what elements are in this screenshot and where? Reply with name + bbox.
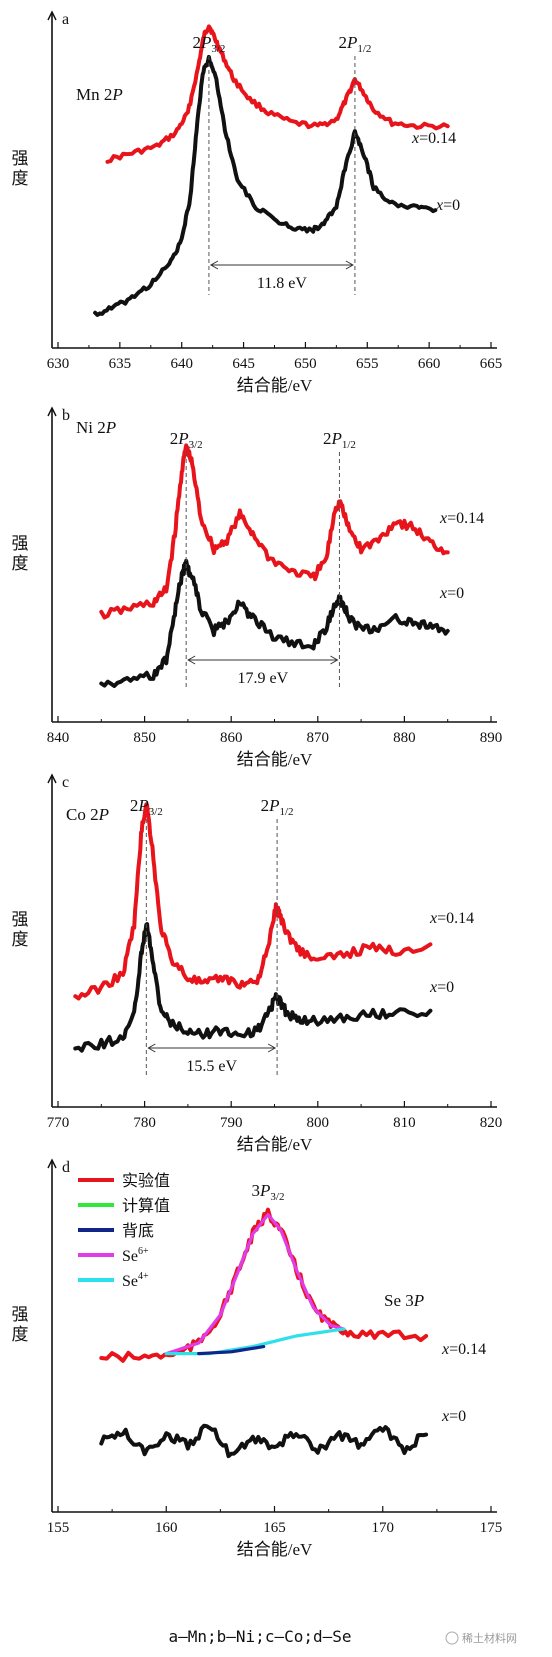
series-x-0-14 bbox=[73, 802, 433, 1001]
panel-letter: c bbox=[62, 774, 69, 791]
arrow-head bbox=[267, 1043, 277, 1053]
series-label: x=0.14 bbox=[429, 910, 474, 927]
panel-letter: a bbox=[62, 11, 69, 28]
element-label: Co 2P bbox=[66, 805, 109, 824]
series-label: x=0.14 bbox=[441, 1341, 486, 1358]
x-tick-label: 850 bbox=[133, 730, 156, 746]
x-tick-label: 155 bbox=[47, 1520, 70, 1536]
panel-letter: b bbox=[62, 407, 70, 424]
peak-label: 2P1/2 bbox=[261, 796, 294, 818]
separation-label: 17.9 eV bbox=[237, 670, 288, 687]
element-label: Se 3P bbox=[384, 1291, 424, 1310]
x-tick-label: 860 bbox=[220, 730, 243, 746]
x-axis-label: 结合能/eV bbox=[237, 750, 313, 769]
legend-label: Se6+ bbox=[122, 1246, 149, 1265]
y-axis-arrow bbox=[47, 406, 57, 417]
x-tick-label: 660 bbox=[418, 356, 441, 372]
series-label: x=0 bbox=[435, 197, 460, 214]
x-tick-label: 880 bbox=[393, 730, 416, 746]
watermark-icon bbox=[445, 1631, 459, 1645]
arrow-head bbox=[209, 260, 219, 270]
x-tick-label: 630 bbox=[47, 356, 70, 372]
x-axis-label: 结合能/eV bbox=[237, 1540, 313, 1559]
series-x-0 bbox=[99, 1423, 429, 1459]
series-x-0 bbox=[93, 54, 438, 317]
series-Se6- bbox=[164, 1212, 346, 1356]
y-axis-label: 强度 bbox=[12, 534, 29, 573]
x-tick-label: 790 bbox=[220, 1115, 243, 1131]
x-axis-label: 结合能/eV bbox=[237, 376, 313, 395]
y-axis-arrow bbox=[47, 1158, 57, 1169]
element-label: Ni 2P bbox=[76, 418, 116, 437]
separation-label: 11.8 eV bbox=[257, 275, 308, 292]
x-tick-label: 890 bbox=[480, 730, 503, 746]
x-tick-label: 840 bbox=[47, 730, 70, 746]
series-label: x=0.14 bbox=[411, 130, 456, 147]
watermark: 稀土材料网 bbox=[462, 1631, 517, 1645]
x-tick-label: 870 bbox=[307, 730, 330, 746]
series-label: x=0.14 bbox=[439, 510, 484, 527]
x-tick-label: 175 bbox=[480, 1520, 503, 1536]
series-label: x=0 bbox=[439, 585, 464, 602]
series-x-0 bbox=[73, 922, 433, 1053]
y-axis-label: 强度 bbox=[12, 1305, 29, 1344]
peak-label: 2P3/2 bbox=[192, 33, 225, 55]
series-x-0-14 bbox=[105, 24, 450, 164]
peak-label: 2P3/2 bbox=[130, 796, 163, 818]
x-tick-label: 820 bbox=[480, 1115, 503, 1131]
series-x-0-14 bbox=[99, 443, 450, 620]
panel-c: 770 780 790 800 810 820 结合能/eV 强度 c Co 2P x=0.14 x=… bbox=[12, 773, 503, 1154]
x-tick-label: 810 bbox=[393, 1115, 416, 1131]
panel-b: 840 850 860 870 880 890 结合能/eV 强度 b Ni 2P x=0.14 x=… bbox=[12, 406, 503, 769]
legend-label: 实验值 bbox=[122, 1172, 170, 1190]
legend-label: 计算值 bbox=[122, 1196, 170, 1215]
x-tick-label: 770 bbox=[47, 1115, 70, 1131]
peak-label: 2P3/2 bbox=[170, 429, 203, 451]
panel-letter: d bbox=[62, 1159, 70, 1176]
x-tick-label: 800 bbox=[307, 1115, 330, 1131]
y-axis-arrow bbox=[47, 10, 57, 21]
separation-label: 15.5 eV bbox=[186, 1058, 237, 1075]
x-tick-label: 780 bbox=[133, 1115, 156, 1131]
x-tick-label: 170 bbox=[372, 1520, 395, 1536]
element-label: Mn 2P bbox=[76, 85, 123, 104]
legend-label: Se4+ bbox=[122, 1271, 149, 1290]
peak-label: 2P1/2 bbox=[323, 429, 356, 451]
peak-label: 2P1/2 bbox=[338, 33, 371, 55]
figure-caption: a—Mn;b—Ni;c—Co;d—Se bbox=[168, 1627, 351, 1646]
series-label: x=0 bbox=[429, 979, 454, 996]
y-axis-label: 强度 bbox=[12, 149, 29, 188]
panel-d: 155 160 165 170 175 结合能/eV 强度 d Se 3P x=0.14 x=0 3P… bbox=[12, 1158, 503, 1559]
x-tick-label: 635 bbox=[109, 356, 132, 372]
panel-a: 630 635 640 645 650 655 660 665 结合能/eV 强度 a Mn 2P x=… bbox=[12, 10, 503, 395]
peak-label: 3P3/2 bbox=[252, 1181, 285, 1203]
arrow-head bbox=[345, 260, 354, 270]
x-tick-label: 645 bbox=[232, 356, 255, 372]
x-tick-label: 665 bbox=[480, 356, 503, 372]
series-Se4- bbox=[164, 1327, 346, 1356]
arrow-head bbox=[147, 1043, 156, 1053]
x-tick-label: 655 bbox=[356, 356, 379, 372]
y-axis-label: 强度 bbox=[12, 910, 29, 949]
arrow-head bbox=[187, 655, 196, 665]
arrow-head bbox=[330, 655, 339, 665]
x-tick-label: 160 bbox=[155, 1520, 178, 1536]
legend-label: 背底 bbox=[122, 1222, 154, 1240]
series-- bbox=[197, 1344, 266, 1356]
series-label: x=0 bbox=[441, 1408, 466, 1425]
series-x-0 bbox=[99, 558, 450, 688]
x-tick-label: 650 bbox=[294, 356, 317, 372]
x-axis-label: 结合能/eV bbox=[237, 1135, 313, 1154]
x-tick-label: 165 bbox=[263, 1520, 286, 1536]
y-axis-arrow bbox=[47, 773, 57, 784]
x-tick-label: 640 bbox=[170, 356, 193, 372]
